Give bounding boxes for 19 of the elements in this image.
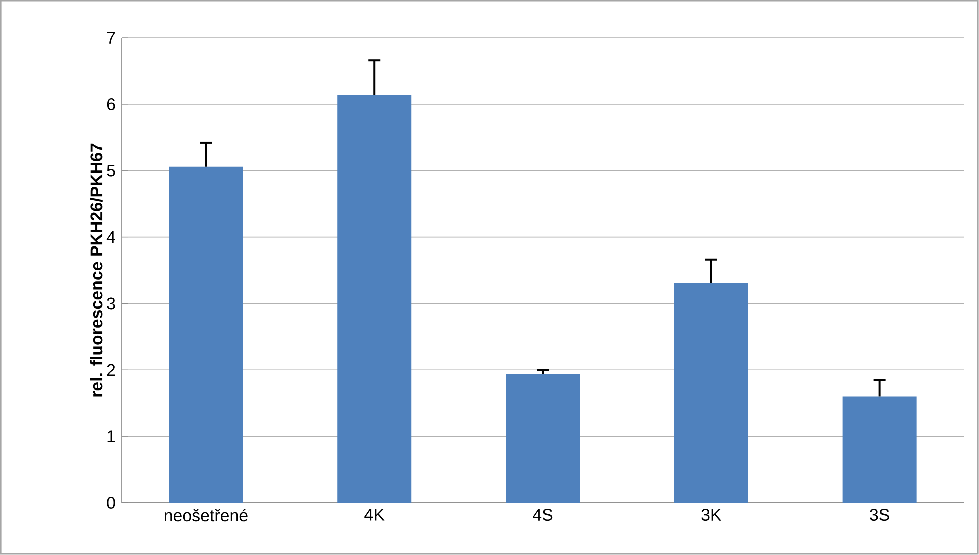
x-tick-label: 3K xyxy=(702,509,722,522)
y-tick-label: 6 xyxy=(107,98,116,110)
x-tick-label: 4K xyxy=(364,509,385,521)
y-tick-label: 7 xyxy=(107,32,116,44)
y-tick-label: 4 xyxy=(106,231,116,244)
y-tick-label: 0 xyxy=(107,497,116,509)
bar xyxy=(338,95,412,503)
y-axis-title: rel. fluorescence PKH26/PKH67 xyxy=(90,144,103,397)
y-tick-label: 2 xyxy=(107,364,116,376)
x-tick-label: 4S xyxy=(533,509,553,522)
x-tick-label: neošetřené xyxy=(164,509,248,522)
y-tick-label: 1 xyxy=(108,430,116,442)
y-tick-label: 3 xyxy=(107,298,116,310)
x-tick-label: 3S xyxy=(870,509,890,522)
bar xyxy=(842,396,917,503)
bar xyxy=(506,374,580,503)
y-tick-label: 5 xyxy=(107,164,116,177)
bar xyxy=(674,283,748,503)
bar xyxy=(169,166,244,503)
